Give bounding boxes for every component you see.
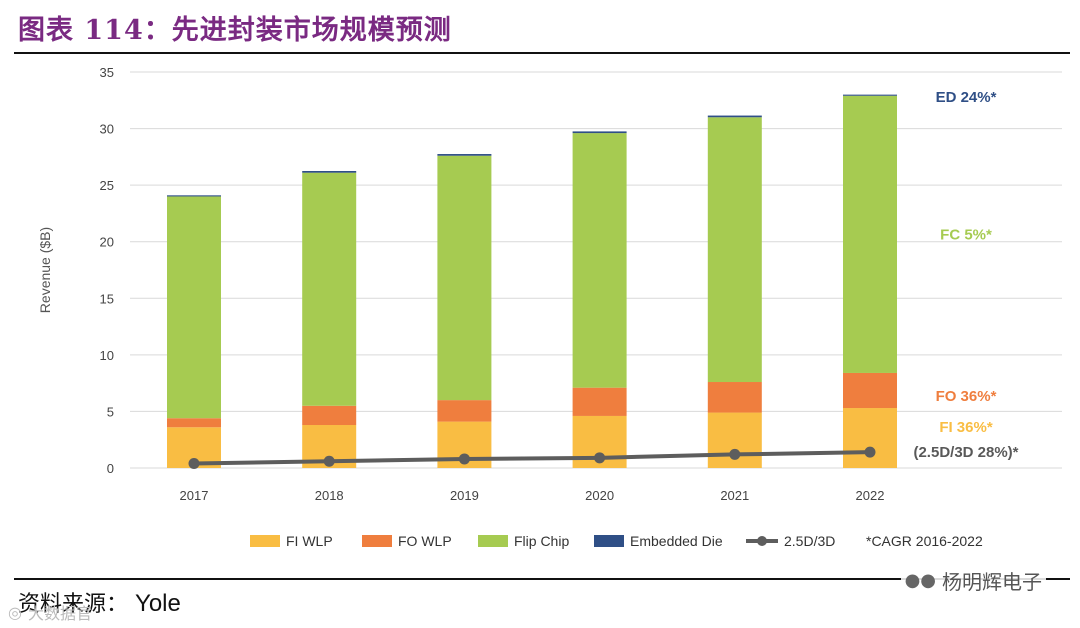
source-value: Yole bbox=[135, 590, 181, 617]
point-2-5d-3d-2022 bbox=[864, 446, 876, 458]
bar-flip-chip-2022 bbox=[843, 95, 897, 373]
legend-swatch bbox=[362, 535, 392, 547]
bar-embedded-die-2017 bbox=[167, 195, 221, 197]
legend-label: FO WLP bbox=[398, 533, 452, 549]
bar-fo-wlp-2017 bbox=[167, 418, 221, 428]
legend-marker bbox=[757, 536, 767, 546]
bar-fi-wlp-2022 bbox=[843, 408, 897, 468]
point-2-5d-3d-2021 bbox=[729, 448, 741, 460]
legend-label: FI WLP bbox=[286, 533, 333, 549]
bar-embedded-die-2020 bbox=[572, 131, 627, 134]
legend-item-fo-wlp: FO WLP bbox=[362, 533, 452, 549]
source-note: 资料来源： Yole bbox=[18, 586, 181, 618]
y-tick-label: 15 bbox=[100, 291, 114, 306]
legend-item-2-5d-3d: 2.5D/3D bbox=[746, 533, 835, 549]
watermark-text: 杨明辉电子 bbox=[942, 570, 1042, 594]
legend-label: Embedded Die bbox=[630, 533, 723, 549]
wechat-icon: ●● bbox=[904, 570, 936, 591]
cagr-annotation: FC 5%* bbox=[940, 226, 992, 243]
bar-embedded-die-2022 bbox=[843, 94, 897, 96]
legend-swatch bbox=[594, 535, 624, 547]
legend-label: 2.5D/3D bbox=[784, 533, 835, 549]
y-tick-label: 25 bbox=[100, 178, 114, 193]
bar-fo-wlp-2018 bbox=[302, 405, 357, 426]
bottom-divider bbox=[14, 578, 1070, 580]
bar-flip-chip-2019 bbox=[437, 155, 492, 401]
line-2-5d-3d bbox=[193, 450, 871, 466]
secondary-watermark: ◎ 大数据官 bbox=[8, 600, 92, 624]
x-tick-label: 2020 bbox=[585, 488, 614, 503]
watermark-secondary-text: 大数据官 bbox=[27, 604, 92, 623]
source-label: 资料来源： bbox=[18, 592, 129, 617]
x-tick-label: 2017 bbox=[180, 488, 209, 503]
point-2-5d-3d-2017 bbox=[188, 457, 200, 469]
y-tick-label: 20 bbox=[100, 235, 114, 250]
x-tick-label: 2021 bbox=[720, 488, 749, 503]
legend-item-flip-chip: Flip Chip bbox=[478, 533, 569, 549]
cagr-annotation: FI 36%* bbox=[939, 419, 993, 436]
top-divider bbox=[14, 52, 1070, 54]
point-2-5d-3d-2018 bbox=[323, 455, 335, 467]
y-tick-label: 5 bbox=[107, 404, 114, 419]
legend-swatch bbox=[478, 535, 508, 547]
cagr-annotation: FO 36%* bbox=[936, 388, 997, 405]
y-axis-label: Revenue ($B) bbox=[37, 227, 53, 313]
y-tick-label: 35 bbox=[100, 65, 114, 80]
watermark-logo-icon: ◎ bbox=[8, 602, 22, 622]
x-tick-label: 2022 bbox=[856, 488, 885, 503]
bar-embedded-die-2018 bbox=[302, 171, 357, 173]
cagr-footnote: *CAGR 2016-2022 bbox=[866, 533, 983, 549]
point-2-5d-3d-2019 bbox=[458, 453, 470, 465]
bar-fo-wlp-2020 bbox=[572, 387, 627, 416]
figure-title: 图表 114：先进封装市场规模预测 bbox=[18, 15, 452, 46]
legend-item-fi-wlp: FI WLP bbox=[250, 533, 333, 549]
bar-embedded-die-2021 bbox=[707, 115, 762, 118]
y-tick-label: 30 bbox=[100, 122, 114, 137]
point-2-5d-3d-2020 bbox=[594, 452, 606, 464]
bar-flip-chip-2017 bbox=[167, 196, 221, 419]
bar-fo-wlp-2021 bbox=[707, 382, 762, 413]
bar-flip-chip-2021 bbox=[707, 117, 762, 383]
legend-swatch bbox=[250, 535, 280, 547]
legend-label: Flip Chip bbox=[514, 533, 569, 549]
revenue-chart: 0 5 10 15 20 25 30 35 Revenue ($B) 2017 2018 2019 20… bbox=[37, 65, 1062, 549]
wechat-watermark: ●● 杨明辉电子 bbox=[900, 564, 1046, 597]
y-tick-label: 10 bbox=[100, 348, 114, 363]
bar-embedded-die-2019 bbox=[437, 154, 492, 156]
bar-fo-wlp-2022 bbox=[843, 372, 897, 409]
bar-flip-chip-2020 bbox=[572, 133, 627, 388]
x-tick-label: 2019 bbox=[450, 488, 479, 503]
x-tick-label: 2018 bbox=[315, 488, 344, 503]
cagr-annotation: (2.5D/3D 28%)* bbox=[913, 444, 1018, 461]
legend-item-embedded-die: Embedded Die bbox=[594, 533, 723, 549]
bar-flip-chip-2018 bbox=[302, 172, 357, 406]
bar-fo-wlp-2019 bbox=[437, 400, 492, 422]
cagr-annotation: ED 24%* bbox=[936, 89, 997, 106]
y-tick-label: 0 bbox=[107, 461, 114, 476]
